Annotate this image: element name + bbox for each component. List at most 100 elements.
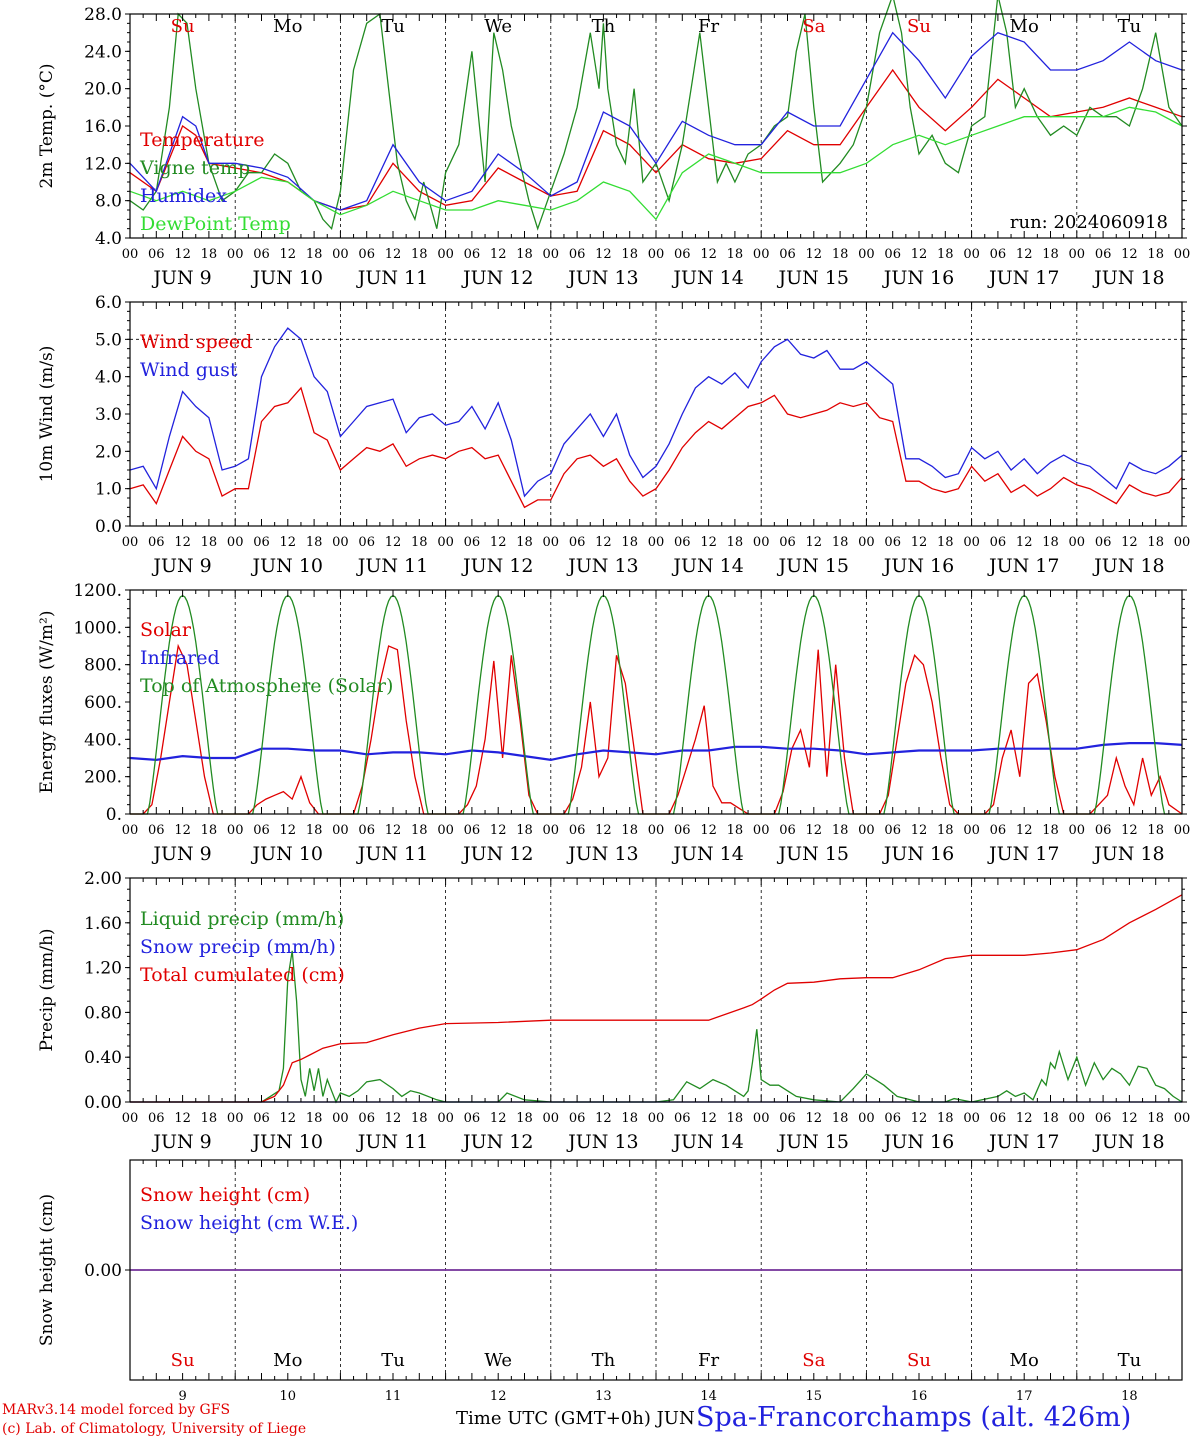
hour-label: 06 bbox=[358, 247, 375, 262]
hour-label: 12 bbox=[806, 535, 823, 550]
legend-entry: Vigne temp bbox=[139, 157, 250, 179]
weekday-label-bottom: Tu bbox=[1118, 1350, 1142, 1371]
hour-label: 00 bbox=[753, 535, 770, 550]
y-tick-label: 1.0 bbox=[95, 480, 122, 500]
hour-label: 06 bbox=[674, 1111, 691, 1126]
y-tick-label: 20.0 bbox=[84, 80, 122, 100]
legend-entry: Wind gust bbox=[140, 359, 238, 381]
hour-label: 00 bbox=[963, 535, 980, 550]
hour-label: 18 bbox=[201, 823, 218, 838]
plot-frame bbox=[129, 589, 1183, 815]
y-tick-label: 4.0 bbox=[95, 229, 122, 249]
y-tick-label: 3.0 bbox=[95, 405, 122, 425]
day-number: 10 bbox=[280, 1389, 297, 1404]
hour-label: 18 bbox=[201, 247, 218, 262]
weekday-label-bottom: We bbox=[484, 1350, 512, 1371]
legend-entry: Snow height (cm W.E.) bbox=[140, 1212, 358, 1234]
y-axis-title: Energy fluxes (W/m²) bbox=[37, 611, 57, 794]
hour-label: 12 bbox=[1121, 823, 1138, 838]
hour-label: 12 bbox=[174, 535, 191, 550]
hour-label: 12 bbox=[280, 823, 297, 838]
hour-label: 18 bbox=[516, 247, 533, 262]
hour-label: 12 bbox=[280, 1111, 297, 1126]
hour-label: 18 bbox=[937, 535, 954, 550]
panel-4: 0.00 0.40 0.80 1.20 1.60 2.00 Precip (mm/h) 00 0… bbox=[37, 869, 1190, 1153]
hour-label: 12 bbox=[595, 823, 612, 838]
hour-label: 18 bbox=[1147, 535, 1164, 550]
hour-label: 06 bbox=[358, 823, 375, 838]
hour-label: 12 bbox=[490, 247, 507, 262]
hour-label: 06 bbox=[253, 1111, 270, 1126]
date-label: JUN 14 bbox=[671, 843, 743, 865]
hour-label: 06 bbox=[148, 823, 165, 838]
hour-label: 06 bbox=[779, 535, 796, 550]
hour-label: 00 bbox=[227, 247, 244, 262]
hour-label: 12 bbox=[385, 535, 402, 550]
model-credit: MARv3.14 model forced by GFS bbox=[2, 1402, 231, 1418]
hour-label: 18 bbox=[727, 823, 744, 838]
weekday-label-top: Tu bbox=[381, 16, 405, 37]
hour-label: 12 bbox=[595, 1111, 612, 1126]
date-label: JUN 12 bbox=[461, 267, 533, 289]
weekday-label-bottom: Mo bbox=[1010, 1350, 1039, 1371]
hour-label: 00 bbox=[753, 1111, 770, 1126]
legend-entry: Snow height (cm) bbox=[140, 1184, 310, 1206]
hour-label: 06 bbox=[884, 823, 901, 838]
hour-label: 12 bbox=[385, 823, 402, 838]
weekday-label-bottom: Su bbox=[171, 1350, 195, 1371]
hour-label: 18 bbox=[621, 1111, 638, 1126]
date-label: JUN 17 bbox=[987, 1131, 1059, 1153]
date-label: JUN 13 bbox=[566, 555, 638, 577]
hour-label: 18 bbox=[411, 247, 428, 262]
hour-label: 00 bbox=[437, 535, 454, 550]
hour-label: 06 bbox=[148, 1111, 165, 1126]
hour-label: 00 bbox=[332, 823, 349, 838]
hour-label: 06 bbox=[148, 535, 165, 550]
weekday-label-top: Su bbox=[907, 16, 931, 37]
hour-label: 00 bbox=[543, 823, 560, 838]
hour-label: 00 bbox=[332, 535, 349, 550]
weekday-label-bottom: Tu bbox=[381, 1350, 405, 1371]
hour-label: 12 bbox=[490, 1111, 507, 1126]
hour-label: 12 bbox=[1016, 247, 1033, 262]
hour-label: 12 bbox=[911, 535, 928, 550]
hour-label: 06 bbox=[253, 823, 270, 838]
hour-label: 18 bbox=[411, 823, 428, 838]
hour-label: 18 bbox=[832, 823, 849, 838]
hour-label: 18 bbox=[727, 1111, 744, 1126]
hour-label: 18 bbox=[621, 535, 638, 550]
hour-label: 06 bbox=[569, 1111, 586, 1126]
y-tick-label: 2.00 bbox=[84, 869, 122, 889]
hour-label: 12 bbox=[280, 247, 297, 262]
hour-label: 00 bbox=[332, 247, 349, 262]
legend-entry: Solar bbox=[140, 619, 192, 641]
series-line-infrared bbox=[129, 742, 1183, 762]
date-label: JUN 18 bbox=[1092, 267, 1164, 289]
hour-label: 00 bbox=[227, 535, 244, 550]
hour-label: 00 bbox=[963, 823, 980, 838]
hour-label: 06 bbox=[569, 535, 586, 550]
weekday-label-top: Sa bbox=[802, 16, 825, 37]
day-number: 12 bbox=[490, 1389, 507, 1404]
hour-label: 18 bbox=[516, 1111, 533, 1126]
y-tick-label: 8.0 bbox=[95, 192, 122, 212]
date-label: JUN 10 bbox=[251, 267, 323, 289]
series-line-wind-speed bbox=[129, 386, 1183, 509]
hour-label: 06 bbox=[148, 247, 165, 262]
date-label: JUN 13 bbox=[566, 843, 638, 865]
hour-label: 18 bbox=[306, 823, 323, 838]
y-axis-title: Precip (mm/h) bbox=[37, 928, 57, 1051]
hour-label: 12 bbox=[385, 1111, 402, 1126]
hour-label: 12 bbox=[700, 247, 717, 262]
day-number: 15 bbox=[806, 1389, 823, 1404]
legend-entry: DewPoint Temp bbox=[140, 213, 291, 235]
hour-label: 00 bbox=[1069, 247, 1086, 262]
hour-label: 06 bbox=[358, 1111, 375, 1126]
hour-label: 18 bbox=[1042, 535, 1059, 550]
legend-entry: Snow precip (mm/h) bbox=[140, 936, 336, 958]
hour-label: 00 bbox=[963, 1111, 980, 1126]
series-line-dewpoint-temp bbox=[129, 106, 1183, 221]
hour-label: 06 bbox=[779, 247, 796, 262]
hour-label: 18 bbox=[1042, 247, 1059, 262]
series-line-wind-gust bbox=[129, 327, 1183, 498]
